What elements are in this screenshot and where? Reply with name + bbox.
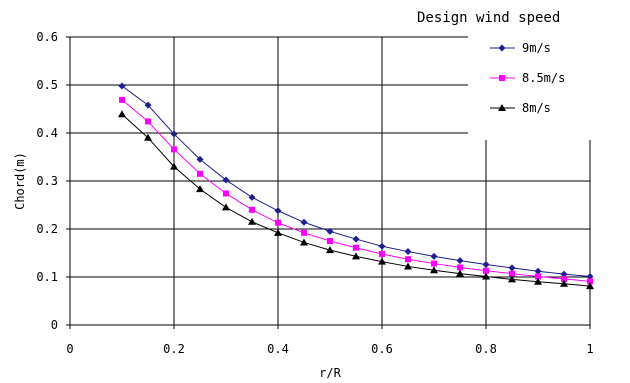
data-point [430, 252, 438, 260]
legend-marker [499, 75, 505, 81]
data-point [274, 228, 282, 236]
series-line [121, 113, 591, 287]
series-3 [118, 110, 594, 290]
data-point [145, 118, 151, 125]
data-point [482, 261, 490, 269]
data-point [456, 269, 464, 277]
series-2 [119, 96, 593, 285]
data-point [275, 219, 281, 226]
data-point [353, 244, 359, 251]
data-point [379, 250, 385, 257]
data-point [560, 270, 568, 278]
data-point [327, 238, 333, 244]
legend-entry: 8m/s [490, 101, 551, 115]
data-point [535, 273, 541, 280]
data-point [509, 270, 515, 277]
data-point [197, 170, 203, 177]
x-tick-label: 1 [586, 342, 593, 356]
data-point [352, 235, 360, 243]
legend-label: 8.5m/s [522, 71, 565, 85]
y-tick-label: 0.5 [36, 78, 58, 92]
y-tick-label: 0.4 [36, 126, 58, 140]
legend-label: 9m/s [522, 41, 551, 55]
y-tick-label: 0 [51, 318, 58, 332]
data-point [274, 207, 282, 215]
x-tick-label: 0.8 [475, 342, 497, 356]
data-point [170, 162, 178, 170]
data-point [326, 227, 334, 235]
data-point [248, 217, 256, 225]
data-point [300, 218, 308, 226]
data-point [144, 133, 152, 141]
data-point [196, 155, 204, 163]
data-point [405, 256, 411, 263]
y-axis-label: Chord(m) [13, 152, 27, 210]
data-point [249, 206, 255, 213]
legend-entry: 8.5m/s [490, 71, 565, 85]
data-point [301, 229, 307, 236]
y-tick-label: 0.2 [36, 222, 58, 236]
data-point [326, 246, 334, 254]
data-point [144, 101, 152, 109]
data-point [223, 190, 229, 197]
data-point [196, 185, 204, 193]
x-axis-ticks: 0 0.2 0.4 0.6 0.8 1 [66, 325, 594, 356]
data-point [248, 193, 256, 201]
legend-label: 8m/s [522, 101, 551, 115]
series-1 [118, 82, 594, 281]
y-tick-label: 0.3 [36, 174, 58, 188]
legend-entry: 9m/s [490, 41, 551, 55]
data-point [404, 262, 412, 270]
data-point [431, 260, 437, 267]
data-point [586, 273, 594, 281]
y-axis-ticks: 0 0.1 0.2 0.3 0.4 0.5 0.6 [36, 30, 70, 332]
data-point [561, 275, 567, 282]
legend-marker [498, 44, 506, 52]
x-tick-label: 0.2 [163, 342, 185, 356]
data-point [508, 275, 516, 283]
data-point [378, 257, 386, 265]
data-point [586, 282, 594, 290]
data-point [457, 264, 463, 271]
data-point [456, 257, 464, 265]
y-tick-label: 0.6 [36, 30, 58, 44]
data-point [300, 238, 308, 246]
data-point [560, 279, 568, 287]
series-group [118, 82, 594, 290]
x-tick-label: 0 [66, 342, 73, 356]
x-tick-label: 0.4 [267, 342, 289, 356]
x-tick-label: 0.6 [371, 342, 393, 356]
x-axis-label: r/R [319, 366, 341, 380]
data-point [482, 272, 490, 280]
y-tick-label: 0.1 [36, 270, 58, 284]
data-point [118, 110, 126, 118]
data-point [118, 82, 126, 90]
legend-title: Design wind speed [417, 10, 560, 26]
data-point [378, 242, 386, 250]
legend-marker [498, 104, 506, 111]
data-point [119, 96, 125, 103]
data-point [430, 266, 438, 274]
data-point [534, 277, 542, 285]
legend: Design wind speed 9m/s 8.5m/s 8m/s [417, 10, 628, 140]
data-point [404, 248, 412, 256]
data-point [534, 267, 542, 275]
data-point [170, 130, 178, 138]
data-point [508, 264, 516, 272]
data-point [587, 278, 593, 285]
data-point [171, 146, 177, 153]
data-point [483, 267, 489, 274]
data-point [222, 176, 230, 184]
data-point [222, 203, 230, 211]
data-point [352, 252, 360, 260]
